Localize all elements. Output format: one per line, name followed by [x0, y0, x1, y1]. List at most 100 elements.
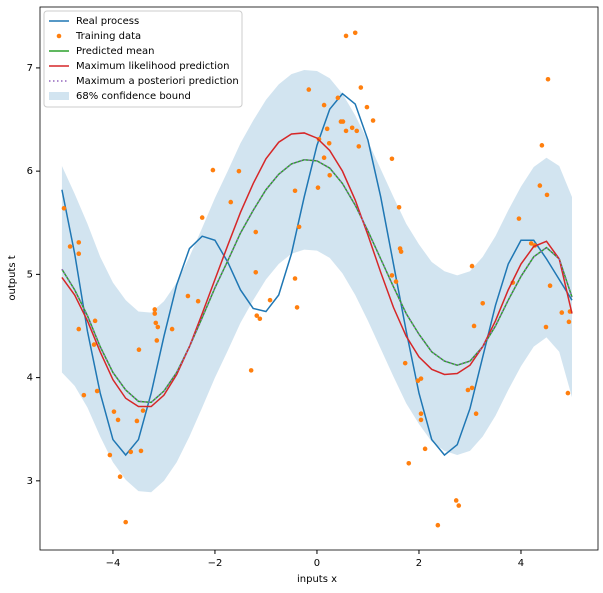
data-point — [292, 276, 298, 281]
data-point — [545, 76, 551, 82]
data-point — [91, 342, 97, 347]
x-tick-label: 0 — [314, 558, 320, 569]
y-tick-label: 7 — [27, 63, 33, 74]
data-point — [138, 448, 144, 454]
data-point — [306, 87, 312, 92]
legend-swatch — [56, 33, 62, 39]
legend-label: Training data — [75, 31, 141, 42]
data-point — [152, 307, 158, 312]
data-point — [76, 240, 82, 245]
data-point — [136, 347, 142, 353]
data-point — [418, 417, 424, 423]
data-point — [343, 33, 349, 39]
legend-label: 68% confidence bound — [76, 91, 191, 102]
data-point — [418, 376, 424, 381]
data-point — [315, 185, 321, 190]
data-point — [324, 126, 330, 132]
data-point — [537, 183, 543, 188]
data-point — [343, 128, 349, 134]
data-point — [397, 246, 403, 251]
data-point — [327, 172, 333, 178]
legend-label: Maximum likelihood prediction — [76, 61, 229, 72]
y-tick-label: 4 — [27, 373, 33, 384]
data-point — [543, 324, 549, 330]
data-point — [153, 320, 159, 326]
data-point — [169, 326, 175, 332]
data-point — [471, 323, 477, 329]
data-point — [253, 270, 259, 275]
data-point — [349, 125, 355, 131]
data-point — [228, 199, 234, 205]
data-point — [352, 30, 358, 36]
data-point — [185, 293, 191, 299]
y-axis-label: outputs t — [7, 255, 18, 300]
legend-label: Predicted mean — [76, 46, 154, 57]
data-point — [393, 279, 399, 284]
data-point — [94, 388, 100, 394]
data-point — [422, 446, 428, 452]
data-point — [236, 168, 242, 174]
data-point — [155, 324, 161, 330]
data-point — [565, 390, 571, 396]
data-point — [107, 452, 113, 458]
data-point — [257, 316, 263, 322]
data-point — [389, 273, 395, 278]
data-point — [117, 474, 123, 480]
x-tick-label: −2 — [208, 558, 223, 569]
data-point — [253, 229, 259, 235]
data-point — [254, 313, 260, 318]
data-point — [123, 519, 128, 525]
data-point — [469, 385, 475, 391]
data-point — [248, 368, 254, 373]
data-point — [195, 298, 201, 304]
data-point — [389, 156, 395, 162]
data-point — [406, 460, 412, 466]
data-point — [469, 263, 475, 269]
data-point — [354, 128, 360, 134]
legend-box — [43, 10, 243, 108]
legend-swatch — [49, 92, 69, 100]
data-point — [199, 215, 205, 220]
data-point — [67, 244, 73, 249]
data-point — [76, 251, 82, 257]
data-point — [370, 118, 376, 123]
x-tick-label: 4 — [518, 558, 524, 569]
x-axis-label: inputs x — [297, 574, 337, 585]
data-point — [92, 318, 98, 324]
data-point — [480, 300, 486, 306]
y-tick-label: 6 — [27, 166, 33, 177]
data-point — [115, 417, 121, 423]
data-point — [559, 310, 565, 315]
data-point — [539, 143, 545, 148]
data-point — [473, 411, 479, 417]
data-point — [356, 144, 362, 149]
y-tick-label: 3 — [27, 476, 33, 487]
data-point — [335, 95, 341, 101]
data-point — [128, 449, 134, 455]
data-point — [516, 216, 522, 221]
data-point — [210, 167, 216, 173]
data-point — [267, 297, 273, 303]
data-point — [396, 204, 402, 210]
data-point — [134, 418, 140, 424]
x-tick-label: 2 — [416, 558, 422, 569]
data-point — [358, 85, 364, 90]
legend-label: Real process — [76, 16, 139, 27]
data-point — [435, 522, 441, 528]
data-point — [321, 102, 327, 108]
data-point — [140, 408, 146, 413]
data-point — [340, 119, 346, 124]
x-tick-label: −4 — [106, 558, 121, 569]
data-point — [566, 319, 572, 325]
data-point — [296, 224, 302, 230]
legend: Real process Training data Predicted mean M… — [43, 10, 243, 108]
data-point — [111, 409, 117, 414]
axes-frame — [39, 6, 599, 551]
line — [61, 159, 573, 404]
data-point — [456, 503, 462, 508]
data-point — [364, 104, 370, 110]
data-point — [321, 155, 327, 161]
data-point — [544, 192, 550, 198]
data-point — [547, 283, 553, 289]
